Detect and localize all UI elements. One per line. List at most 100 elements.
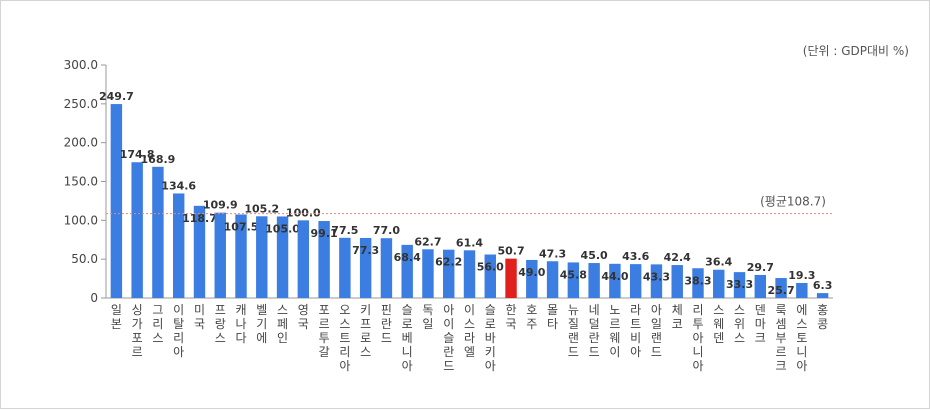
bar-27 <box>650 264 663 298</box>
value-label: 109.9 <box>203 199 238 212</box>
average-label: (평균108.7) <box>760 195 826 209</box>
bar-29 <box>692 268 704 298</box>
value-label: 38.3 <box>684 274 711 287</box>
value-label: 77.5 <box>331 224 358 237</box>
bar-13 <box>359 237 372 298</box>
bar-10 <box>297 220 310 298</box>
value-label: 49.0 <box>518 266 545 279</box>
value-label: 62.7 <box>414 235 441 248</box>
bar-23 <box>567 262 580 298</box>
bar-18 <box>463 250 476 298</box>
bar-32 <box>754 274 767 298</box>
bar-34 <box>796 283 808 298</box>
value-label: 56.0 <box>477 261 504 274</box>
bar-16 <box>422 249 434 298</box>
bar-14 <box>380 238 393 298</box>
value-label: 42.4 <box>664 251 691 264</box>
value-label: 36.4 <box>705 256 732 269</box>
value-label: 107.5 <box>224 221 259 234</box>
y-tick-label: 150.0 <box>64 175 98 189</box>
value-label: 47.3 <box>539 247 566 260</box>
y-tick-label: 250.0 <box>64 97 98 111</box>
bar-30 <box>713 269 725 298</box>
bar-26 <box>629 264 642 298</box>
value-label: 174.8 <box>120 148 155 161</box>
y-tick-label: 300.0 <box>64 58 98 72</box>
bar-28 <box>671 265 683 298</box>
value-label: 61.4 <box>456 236 483 249</box>
value-label: 33.3 <box>726 278 753 291</box>
bar-20 <box>505 258 517 298</box>
bar-7 <box>235 214 247 298</box>
value-label: 50.7 <box>497 245 524 258</box>
bar-6 <box>214 212 226 298</box>
y-tick-label: 0 <box>90 291 98 305</box>
bar-33 <box>775 278 787 298</box>
bar-1 <box>110 104 123 298</box>
bar-9 <box>276 216 289 298</box>
value-label: 29.7 <box>747 261 774 274</box>
bar-11 <box>318 221 330 298</box>
value-label: 45.0 <box>581 249 608 262</box>
bar-15 <box>401 244 413 298</box>
value-label: 45.8 <box>560 268 587 281</box>
bar-24 <box>588 263 600 298</box>
value-label: 77.0 <box>373 224 400 237</box>
value-label: 77.3 <box>352 244 379 257</box>
value-label: 168.9 <box>141 153 176 166</box>
value-label: 99.1 <box>311 227 338 240</box>
y-tick-label: 200.0 <box>64 136 98 150</box>
value-label: 62.2 <box>435 256 462 269</box>
value-label: 105.0 <box>265 222 300 235</box>
value-label: 68.4 <box>394 251 421 264</box>
y-tick-label: 100.0 <box>64 213 98 227</box>
value-label: 118.7 <box>182 212 217 225</box>
bar-35 <box>816 293 829 298</box>
bar-5 <box>193 205 206 298</box>
bar-22 <box>546 261 559 298</box>
bar-4 <box>172 193 185 298</box>
value-label: 43.6 <box>622 250 649 263</box>
value-label: 19.3 <box>788 269 815 282</box>
unit-note: (단위 : GDP대비 %) <box>802 44 909 58</box>
value-label: 105.2 <box>244 202 279 215</box>
value-label: 43.3 <box>643 270 670 283</box>
bar-21 <box>526 259 538 298</box>
bar-2 <box>131 162 143 298</box>
value-label: 25.7 <box>768 284 795 297</box>
y-tick-label: 50.0 <box>71 252 98 266</box>
value-label: 134.6 <box>161 179 196 192</box>
